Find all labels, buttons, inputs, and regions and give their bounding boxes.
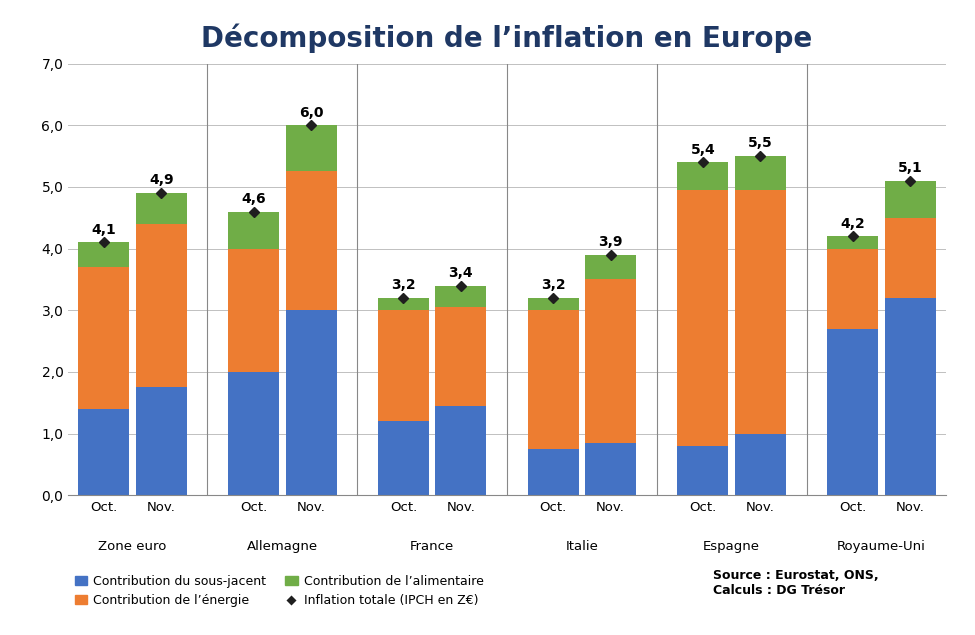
Text: 5,1: 5,1 — [898, 161, 922, 175]
Bar — [585, 443, 636, 495]
Text: 3,9: 3,9 — [599, 235, 623, 249]
Text: Royaume-Uni: Royaume-Uni — [837, 540, 926, 552]
Bar — [78, 267, 130, 409]
Bar — [527, 298, 579, 311]
Bar — [827, 329, 878, 495]
Bar — [884, 181, 936, 218]
Text: 3,2: 3,2 — [391, 278, 415, 292]
Text: Allemagne: Allemagne — [247, 540, 318, 552]
Text: France: France — [410, 540, 454, 552]
Title: Décomposition de l’inflation en Europe: Décomposition de l’inflation en Europe — [202, 23, 812, 53]
Bar — [884, 298, 936, 495]
Bar — [136, 387, 187, 495]
Bar — [678, 446, 728, 495]
Bar — [378, 421, 429, 495]
Text: 4,1: 4,1 — [92, 223, 116, 237]
Bar — [435, 307, 487, 406]
Bar — [378, 298, 429, 311]
Bar — [136, 193, 187, 224]
Bar — [286, 311, 336, 495]
Bar — [678, 190, 728, 446]
Bar — [228, 211, 279, 248]
Text: 3,4: 3,4 — [448, 266, 473, 280]
Bar — [378, 311, 429, 421]
Bar — [228, 372, 279, 495]
Text: 5,4: 5,4 — [690, 143, 716, 157]
Bar — [78, 243, 130, 267]
Bar — [286, 171, 336, 311]
Text: 5,5: 5,5 — [748, 137, 772, 150]
Bar — [735, 156, 786, 190]
Text: Zone euro: Zone euro — [98, 540, 167, 552]
Legend: Contribution du sous-jacent, Contribution de l’énergie, Contribution de l’alimen: Contribution du sous-jacent, Contributio… — [74, 575, 484, 607]
Text: 3,2: 3,2 — [541, 278, 565, 292]
Bar — [435, 286, 487, 307]
Bar — [827, 248, 878, 329]
Bar — [527, 449, 579, 495]
Text: Source : Eurostat, ONS,
Calculs : DG Trésor: Source : Eurostat, ONS, Calculs : DG Tré… — [713, 569, 878, 597]
Bar — [827, 236, 878, 248]
Text: 6,0: 6,0 — [298, 105, 324, 119]
Bar — [678, 162, 728, 190]
Bar — [228, 248, 279, 372]
Bar — [527, 311, 579, 449]
Bar — [585, 279, 636, 443]
Text: 4,6: 4,6 — [242, 192, 266, 206]
Bar — [435, 406, 487, 495]
Bar — [136, 224, 187, 387]
Text: 4,2: 4,2 — [840, 217, 865, 231]
Bar — [735, 434, 786, 495]
Bar — [585, 255, 636, 279]
Text: 4,9: 4,9 — [149, 173, 174, 187]
Text: Espagne: Espagne — [703, 540, 761, 552]
Text: Italie: Italie — [566, 540, 599, 552]
Bar — [286, 125, 336, 171]
Bar — [884, 218, 936, 298]
Bar — [78, 409, 130, 495]
Bar — [735, 190, 786, 434]
